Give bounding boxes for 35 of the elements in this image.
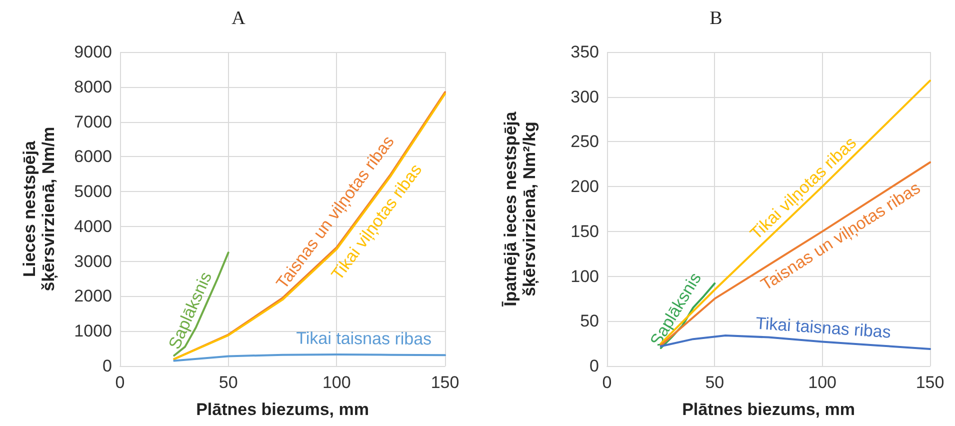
y-tick-label: 9000 bbox=[74, 42, 112, 62]
y-tick-label: 3000 bbox=[74, 252, 112, 271]
x-axis-title: Plātnes biezums, mm bbox=[196, 400, 369, 419]
x-tick-label: 50 bbox=[218, 373, 238, 392]
y-tick-label: 0 bbox=[102, 356, 112, 376]
x-tick-label: 0 bbox=[602, 373, 612, 392]
y-tick-label: 8000 bbox=[74, 77, 112, 96]
x-tick-label: 0 bbox=[115, 373, 125, 392]
y-tick-label: 50 bbox=[580, 312, 599, 331]
y-tick-label: 350 bbox=[570, 42, 599, 62]
y-tick-label: 200 bbox=[570, 177, 599, 196]
x-tick-label: 100 bbox=[322, 373, 351, 392]
y-tick-label: 250 bbox=[570, 132, 599, 152]
y-tick-label: 4000 bbox=[74, 216, 112, 236]
line-series bbox=[173, 353, 446, 362]
y-tick-label: 7000 bbox=[74, 112, 112, 132]
y-tick-label: 2000 bbox=[74, 286, 112, 306]
x-axis-title: Plātnes biezums, mm bbox=[682, 400, 855, 419]
x-tick-label: 50 bbox=[705, 373, 724, 392]
chart-title: B bbox=[710, 8, 722, 29]
y-tick-label: 0 bbox=[590, 356, 599, 376]
series-label: Tikai taisnas ribas bbox=[755, 314, 892, 342]
y-tick-label: 300 bbox=[570, 87, 599, 106]
y-tick-label: 6000 bbox=[74, 147, 112, 166]
y-axis-title: Lieces nestspēja šķērsvirzienā, Nm/m bbox=[20, 126, 58, 292]
x-tick-label: 150 bbox=[430, 373, 460, 392]
x-tick-label: 150 bbox=[916, 373, 944, 392]
y-tick-label: 150 bbox=[570, 222, 599, 241]
y-tick-label: 5000 bbox=[74, 182, 112, 202]
series-label: Tikai taisnas ribas bbox=[296, 328, 432, 349]
chart-title: A bbox=[232, 8, 246, 29]
y-tick-label: 100 bbox=[570, 266, 599, 286]
y-tick-label: 1000 bbox=[74, 322, 112, 341]
y-axis-title: Īpatnējā ieces nestspēja šķērsvirzienā, Nm²/kg bbox=[501, 111, 539, 308]
x-tick-label: 100 bbox=[808, 373, 837, 392]
